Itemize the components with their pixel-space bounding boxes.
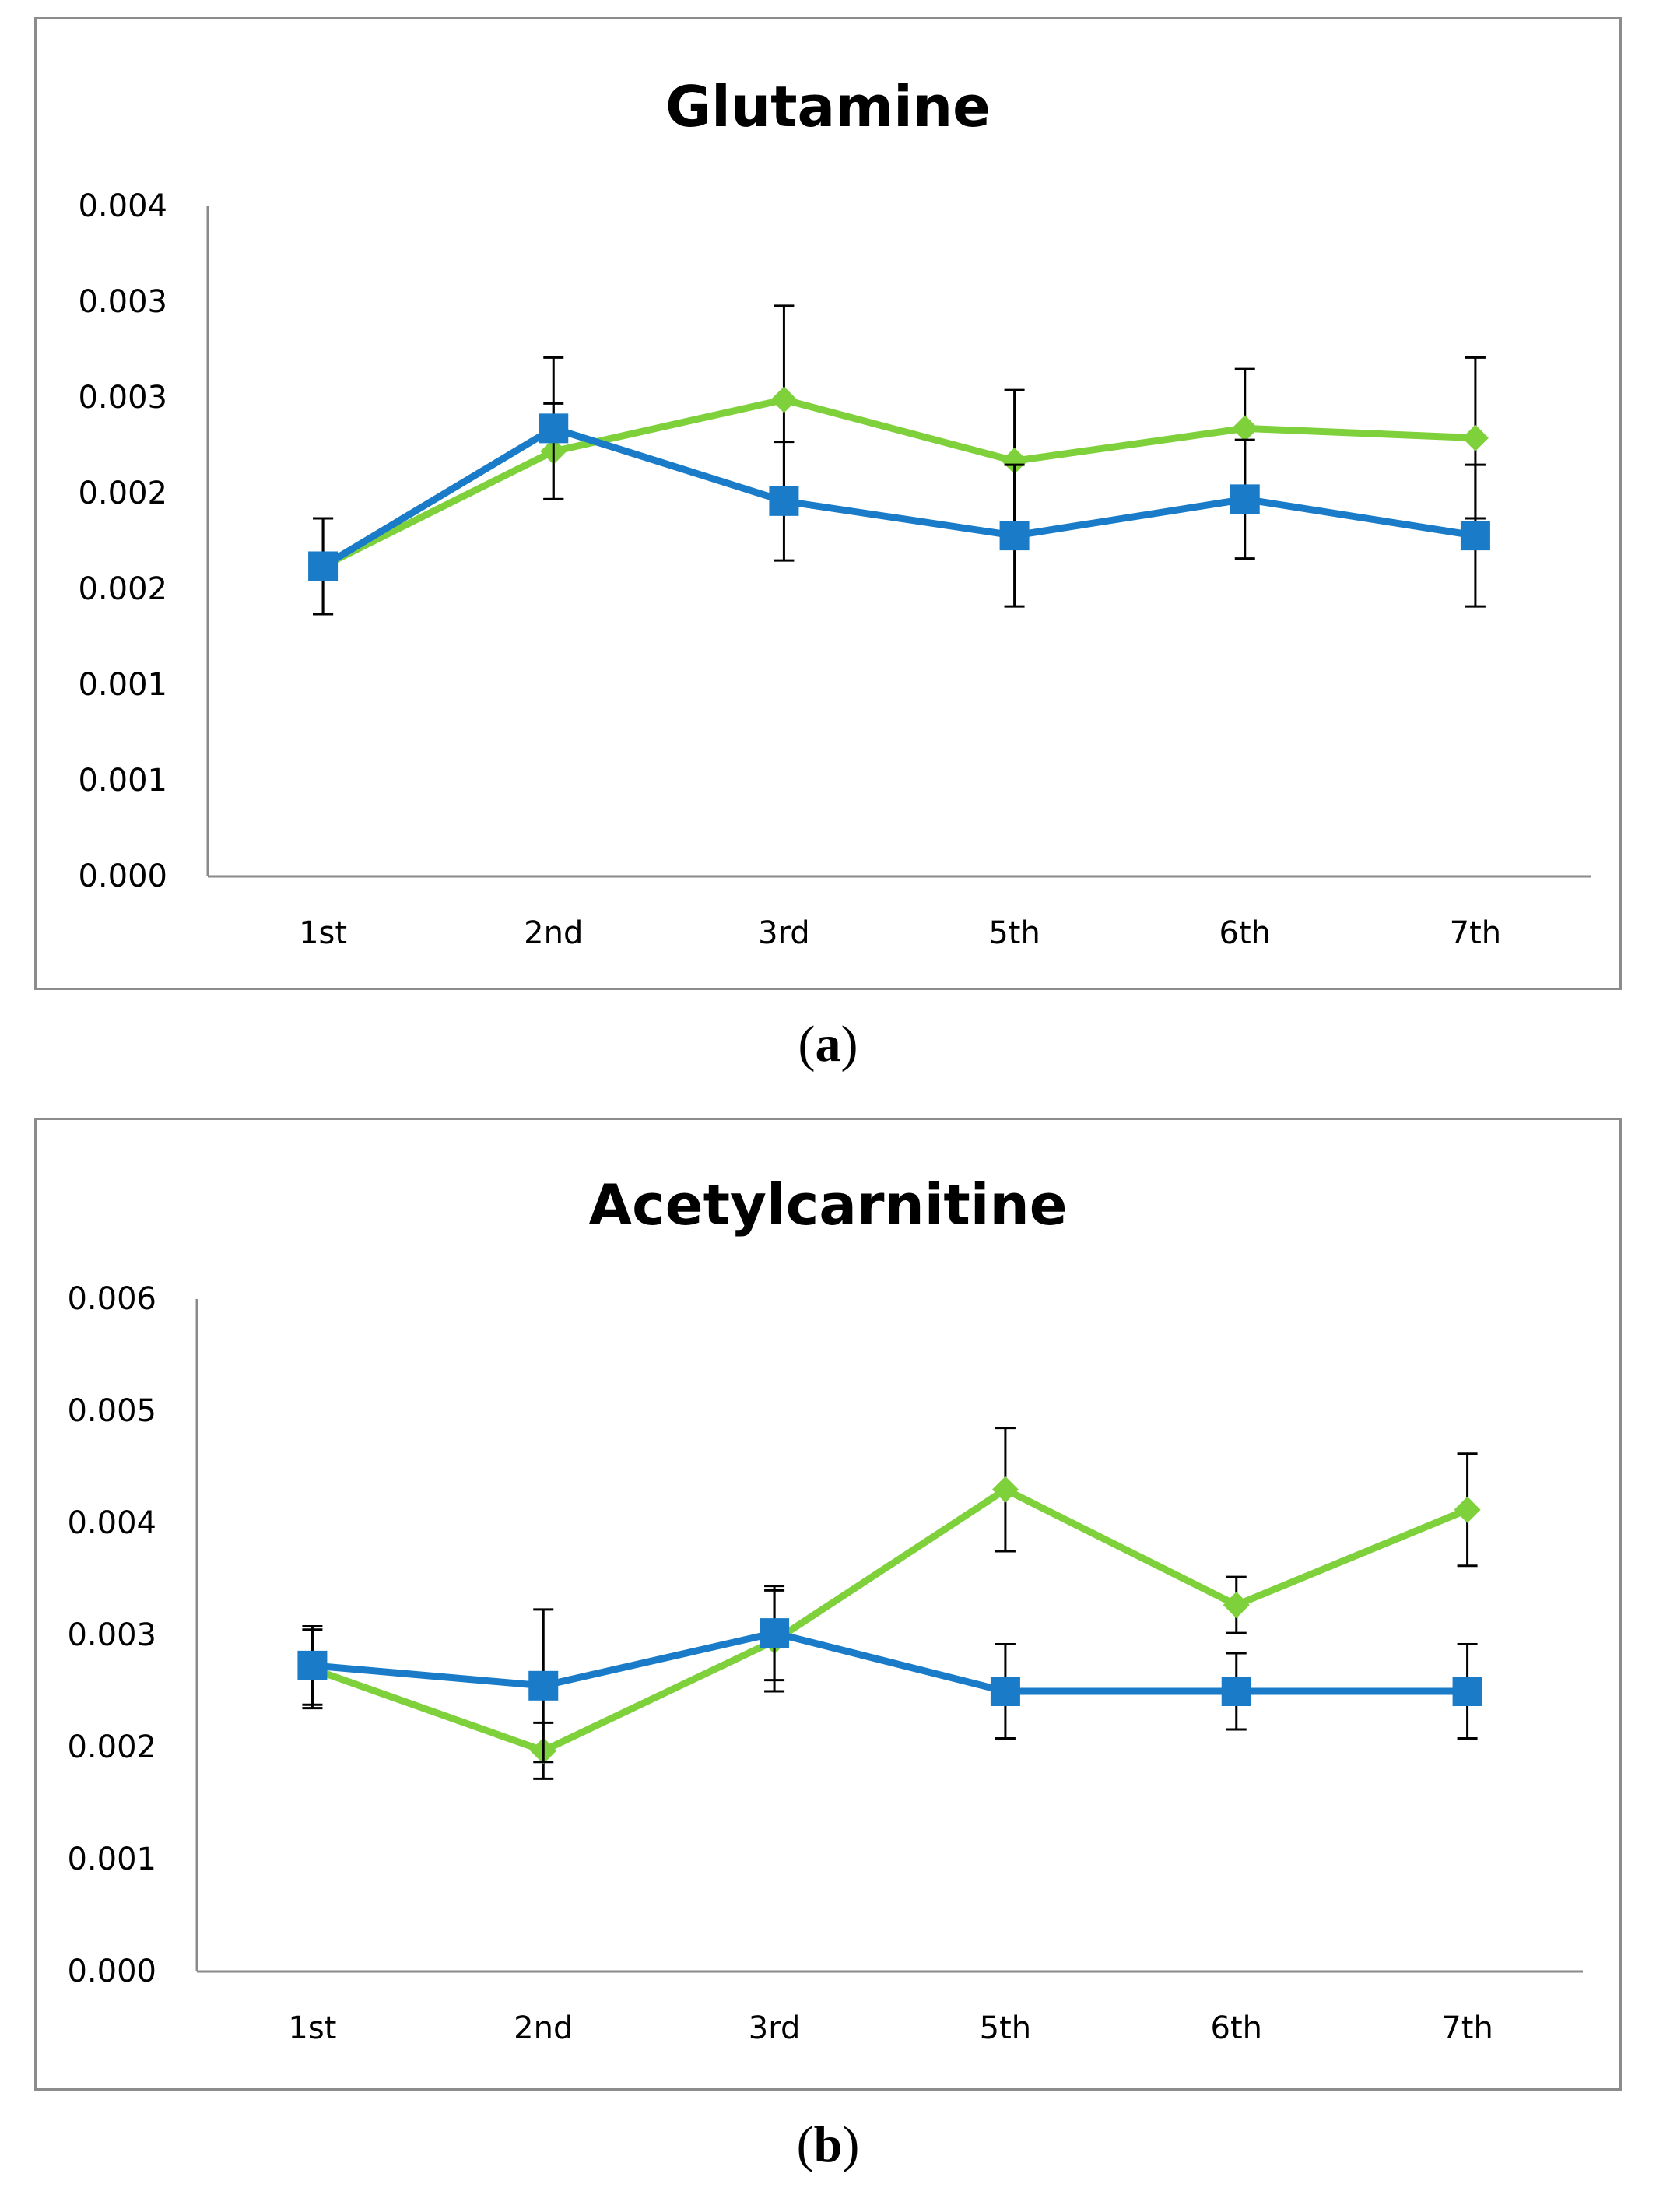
x-tick-label: 5th (980, 2010, 1031, 2046)
y-tick-label: 0.003 (78, 380, 167, 416)
x-tick-label: 5th (988, 915, 1040, 951)
y-tick-label: 0.004 (78, 188, 167, 224)
data-point-green-diamond (1231, 415, 1258, 442)
data-point-blue-square (769, 486, 799, 516)
data-point-blue-square (1460, 521, 1490, 551)
data-point-blue-square (1221, 1677, 1251, 1706)
x-tick-label: 6th (1211, 2010, 1262, 2046)
y-tick-label: 0.001 (67, 1842, 156, 1877)
x-tick-label: 3rd (758, 915, 810, 951)
y-tick-label: 0.005 (67, 1393, 156, 1429)
chart-title: Acetylcarnitine (588, 1172, 1067, 1238)
data-point-blue-square (539, 413, 569, 444)
data-point-blue-square (760, 1618, 790, 1648)
x-tick-label: 3rd (749, 2010, 801, 2046)
caption-b: (b) (796, 2116, 860, 2173)
acetylcarnitine-chart: Acetylcarnitine 0.000 0.001 0.002 0.003 0.004… (67, 1172, 1583, 2046)
y-tick-label: 0.002 (67, 1729, 156, 1765)
x-tick-label: 6th (1219, 915, 1271, 951)
y-tick-label: 0.000 (78, 858, 167, 894)
data-point-blue-square (308, 551, 339, 581)
data-point-green-diamond (991, 1476, 1019, 1503)
x-tick-label: 1st (288, 2010, 336, 2046)
y-tick-label: 0.002 (78, 476, 167, 511)
data-point-blue-square (528, 1670, 559, 1701)
acetylcarnitine-chart-panel: Acetylcarnitine 0.000 0.001 0.002 0.003 0.004… (34, 1118, 1622, 2091)
y-tick-label: 0.001 (78, 667, 167, 703)
caption-a: (a) (798, 1016, 858, 1073)
series-line-blue (312, 1629, 1468, 1695)
series-line-blue (321, 424, 1476, 570)
data-point-green-diamond (1001, 448, 1028, 475)
glutamine-chart: Glutamine 0.000 0.001 0.001 0.002 0.002 0.003 0… (78, 74, 1591, 951)
x-tick-label: 1st (299, 915, 347, 951)
y-tick-label: 0.001 (78, 763, 167, 799)
data-point-green-diamond (1461, 424, 1489, 451)
data-point-green-diamond (1454, 1496, 1481, 1523)
y-tick-label: 0.006 (67, 1281, 156, 1317)
x-tick-label: 2nd (514, 2010, 573, 2046)
y-tick-label: 0.004 (67, 1505, 156, 1541)
y-tick-label: 0.003 (67, 1617, 156, 1653)
data-point-blue-square (297, 1650, 328, 1680)
series-line-green (321, 395, 1476, 570)
y-tick-label: 0.002 (78, 571, 167, 607)
glutamine-chart-panel: Glutamine 0.000 0.001 0.001 0.002 0.002 0.003 0… (34, 17, 1622, 990)
x-tick-label: 7th (1441, 2010, 1493, 2046)
y-tick-label: 0.000 (67, 1954, 156, 1989)
x-tick-label: 7th (1450, 915, 1501, 951)
chart-title: Glutamine (665, 74, 991, 139)
data-point-blue-square (1230, 484, 1260, 514)
series-line-green (310, 1486, 1469, 1754)
x-tick-label: 2nd (524, 915, 583, 951)
data-point-blue-square (990, 1677, 1020, 1706)
data-point-green-diamond (770, 386, 798, 413)
data-point-green-diamond (1223, 1592, 1250, 1619)
data-point-blue-square (1452, 1677, 1482, 1706)
y-tick-label: 0.003 (78, 284, 167, 320)
data-point-blue-square (999, 521, 1030, 551)
